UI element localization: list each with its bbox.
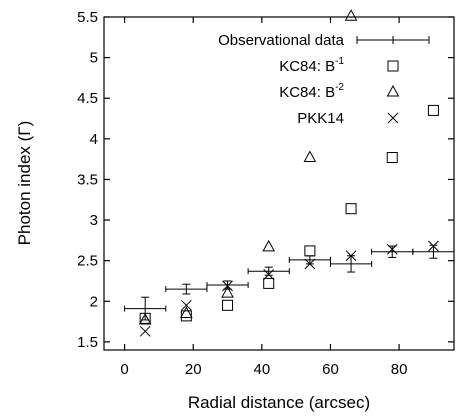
cross-point [386, 243, 398, 255]
y-tick-label: 3 [90, 212, 98, 229]
y-tick-label: 3.5 [77, 171, 98, 188]
legend-entry: PKK14 [297, 110, 399, 127]
errorbar-point [165, 283, 208, 295]
cross-point [180, 299, 192, 311]
square-point [345, 203, 357, 215]
square-point [304, 245, 316, 257]
series-2 [138, 9, 358, 325]
triangle-point [262, 239, 276, 252]
legend-entry: KC84: B-1 [279, 56, 399, 75]
legend-label: Observational data [218, 32, 345, 49]
x-tick-label: 60 [322, 361, 339, 378]
square-point [263, 277, 275, 289]
y-tick-label: 1.5 [77, 334, 98, 351]
legend-label: PKK14 [297, 110, 344, 127]
y-axis-title: Photon index (Γ) [15, 121, 34, 246]
legend-triangle-icon [386, 84, 400, 97]
legend-label: KC84: B-2 [279, 82, 344, 101]
x-tick-label: 0 [120, 361, 128, 378]
data-marks [124, 9, 455, 337]
cross-point [345, 250, 357, 262]
legend-entry: Observational data [218, 32, 430, 49]
x-tick-label: 80 [391, 361, 408, 378]
series-1 [139, 104, 439, 324]
plot-frame [103, 16, 455, 351]
y-tick-label: 4 [90, 131, 98, 148]
x-tick-label: 20 [185, 361, 202, 378]
legend-errorbar-icon [356, 36, 430, 44]
legend-entry: KC84: B-2 [279, 82, 400, 101]
y-tick-label: 5 [90, 50, 98, 67]
y-tick-label: 2 [90, 293, 98, 310]
cross-point [304, 258, 316, 270]
legend-square-icon [387, 60, 399, 72]
triangle-point [180, 306, 193, 318]
x-axis-title: Radial distance (arcsec) [188, 393, 370, 412]
series-3 [139, 240, 439, 337]
y-tick-label: 4.5 [77, 90, 98, 107]
cross-point [263, 269, 275, 280]
errorbar-point [412, 244, 455, 259]
legend-cross-icon [387, 112, 399, 124]
triangle-point [303, 150, 317, 163]
axis-ticks [104, 16, 454, 350]
triangle-point [344, 9, 358, 21]
square-point [386, 152, 398, 164]
triangle-point [221, 286, 234, 298]
x-tick-label: 40 [253, 361, 270, 378]
errorbar-point [371, 245, 414, 258]
y-tick-label: 5.5 [77, 9, 98, 26]
errorbar-point [288, 255, 331, 265]
cross-point [222, 280, 233, 292]
legend-label: KC84: B-1 [279, 56, 344, 75]
legend: Observational data KC84: B-1 KC84: B-2 PKK1… [218, 32, 430, 127]
cross-point [428, 240, 439, 252]
square-point [180, 310, 192, 322]
cross-point [139, 325, 151, 337]
square-point [222, 299, 234, 311]
errorbar-point [124, 296, 167, 321]
square-point [427, 104, 439, 116]
tick-labels: 0 20 40 60 80 1.5 2 2.5 3 3.5 4 4.5 5 5.5 [77, 9, 407, 378]
errorbar-point [329, 255, 373, 273]
y-tick-label: 2.5 [77, 253, 98, 270]
series-0 [124, 244, 455, 321]
triangle-point [138, 312, 152, 325]
